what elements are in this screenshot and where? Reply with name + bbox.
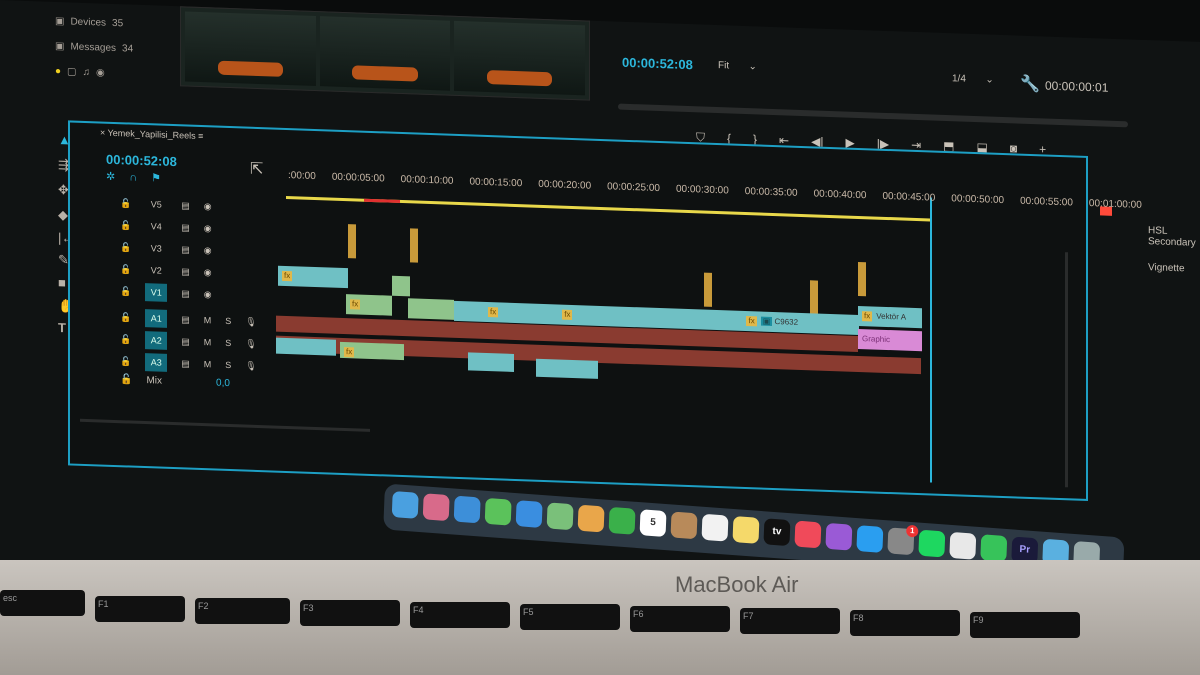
clip[interactable] — [348, 224, 356, 259]
key-f9[interactable]: F9 — [970, 612, 1080, 638]
clip[interactable] — [858, 261, 866, 297]
dock-photos[interactable] — [577, 504, 605, 533]
dock-spotify[interactable] — [918, 529, 946, 558]
clip[interactable] — [704, 272, 712, 307]
key-f3[interactable]: F3 — [300, 600, 400, 626]
audio-clip[interactable] — [276, 337, 336, 356]
dock-podcasts[interactable] — [825, 522, 853, 551]
dock-system-settings[interactable]: 1 — [887, 524, 919, 556]
clip[interactable]: fx — [278, 265, 348, 289]
key-f5[interactable]: F5 — [520, 604, 620, 630]
key-esc[interactable]: esc — [0, 590, 85, 616]
dock-app-store[interactable] — [856, 525, 884, 553]
clip[interactable]: fx Vektör A — [858, 305, 922, 329]
dock-music[interactable] — [794, 520, 822, 549]
audio-clip[interactable]: fx — [340, 341, 404, 361]
clip[interactable] — [810, 280, 818, 315]
graphic-clip[interactable]: Graphic — [858, 328, 922, 352]
laptop-brand: MacBook Air — [675, 572, 799, 597]
keyboard-deck: esc F1 F2 F3 F4 F5 F6 F7 F8 F9 — [0, 560, 1200, 675]
key-f1[interactable]: F1 — [95, 596, 185, 622]
audio-clip[interactable] — [468, 352, 514, 372]
dock-whatsapp[interactable] — [980, 534, 1008, 563]
audio-clip[interactable] — [536, 358, 598, 379]
dock-mail[interactable] — [515, 500, 543, 528]
key-f4[interactable]: F4 — [410, 602, 510, 628]
clip[interactable]: fx — [346, 294, 392, 316]
notification-badge: 1 — [906, 524, 919, 538]
dock-notes[interactable] — [732, 516, 760, 544]
dock-launchpad[interactable] — [422, 493, 450, 522]
key-f7[interactable]: F7 — [740, 608, 840, 634]
clip[interactable] — [410, 228, 418, 263]
key-f6[interactable]: F6 — [630, 606, 730, 632]
clip[interactable] — [408, 298, 454, 320]
dock-chrome[interactable] — [949, 531, 977, 560]
dock-tv[interactable]: tv — [763, 518, 791, 547]
dock-messages[interactable] — [484, 497, 512, 526]
key-f8[interactable]: F8 — [850, 610, 960, 636]
dock-maps[interactable] — [546, 502, 574, 531]
dock-safari[interactable] — [453, 495, 481, 524]
dock-calendar[interactable]: 5 — [639, 509, 667, 538]
dock-reminders[interactable] — [701, 513, 729, 542]
dock-facetime[interactable] — [608, 506, 636, 535]
key-f2[interactable]: F2 — [195, 598, 290, 624]
dock-contacts[interactable] — [670, 511, 698, 540]
dock-finder[interactable] — [391, 491, 419, 519]
laptop-screen: ▣ Devices 35 ▣ Messages 34 ● ▢ ♫ ◉ 00:00:52:08 … — [0, 0, 1200, 602]
clip[interactable] — [392, 275, 410, 297]
